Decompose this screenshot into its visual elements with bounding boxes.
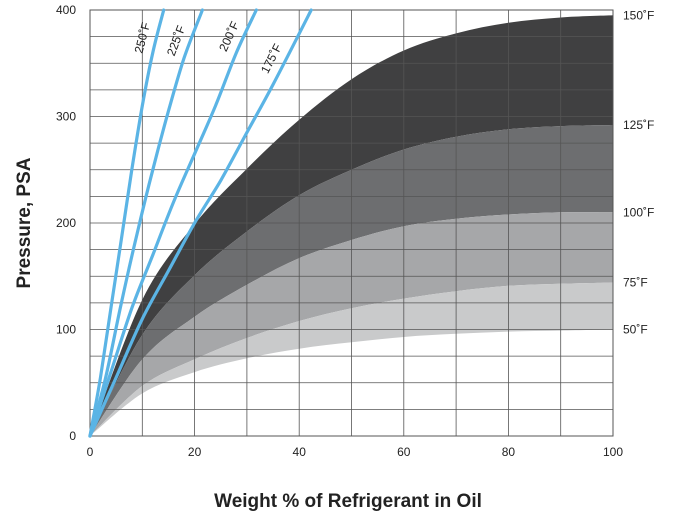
band-area xyxy=(90,212,613,436)
temp-label-layer: 150˚F 125˚F 100˚F 75˚F 50˚F xyxy=(623,8,654,336)
y-tick-label: 300 xyxy=(56,110,76,124)
x-tick-label: 0 xyxy=(87,445,94,459)
temperature-label: 125˚F xyxy=(623,118,654,132)
temperature-label: 50˚F xyxy=(623,323,648,337)
x-tick-label: 80 xyxy=(502,445,516,459)
band-area xyxy=(90,125,613,436)
tick-layer: 0 20 40 60 80 100 0 100 200 300 400 xyxy=(56,3,623,459)
band-area xyxy=(90,282,613,436)
y-tick-label: 0 xyxy=(69,429,76,443)
x-tick-label: 60 xyxy=(397,445,411,459)
temperature-label: 75˚F xyxy=(623,276,648,290)
y-tick-label: 200 xyxy=(56,216,76,230)
isotherm-line xyxy=(88,8,166,438)
temperature-label: 100˚F xyxy=(623,205,654,219)
x-axis-title: Weight % of Refrigerant in Oil xyxy=(214,491,482,512)
band-area xyxy=(90,15,613,437)
series-layer xyxy=(88,8,313,438)
isotherm-line xyxy=(88,8,313,438)
x-tick-label: 40 xyxy=(293,445,307,459)
y-tick-label: 100 xyxy=(56,323,76,337)
x-tick-label: 100 xyxy=(603,445,623,459)
x-tick-label: 20 xyxy=(188,445,202,459)
bands-layer xyxy=(90,15,613,437)
isotherm-line xyxy=(88,8,258,438)
isotherm-line xyxy=(88,8,204,438)
plot-frame xyxy=(89,9,614,437)
temperature-label: 150˚F xyxy=(623,8,654,22)
y-tick-label: 400 xyxy=(56,3,76,17)
y-axis-title: Pressure, PSA xyxy=(14,157,35,288)
